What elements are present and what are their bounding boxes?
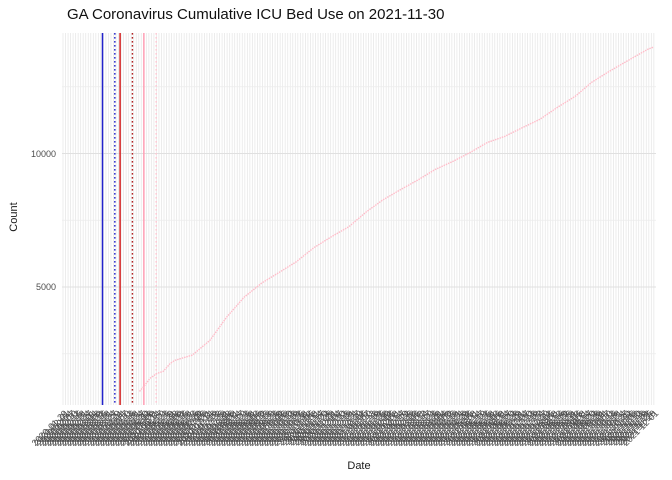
icu-cumulative-line (138, 46, 654, 392)
y-tick-label: 5000 (35, 282, 56, 292)
chart-title: GA Coronavirus Cumulative ICU Bed Use on… (67, 6, 445, 23)
y-tick-label: 10000 (30, 148, 56, 159)
x-axis-title: Date (347, 460, 371, 472)
